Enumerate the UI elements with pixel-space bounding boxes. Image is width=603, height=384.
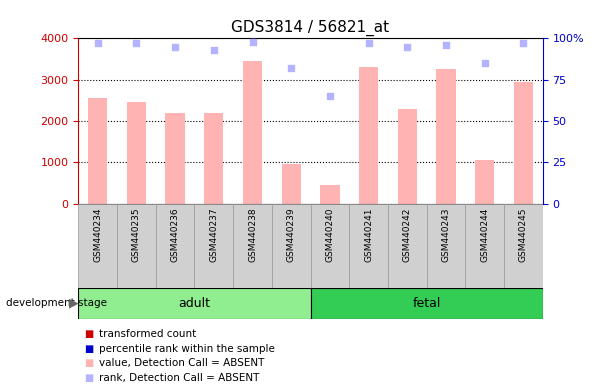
Point xyxy=(402,43,412,50)
Text: ▶: ▶ xyxy=(69,297,79,310)
Text: GSM440242: GSM440242 xyxy=(403,208,412,262)
Point xyxy=(364,40,373,46)
Bar xyxy=(475,160,494,204)
Bar xyxy=(388,204,427,288)
Text: ■: ■ xyxy=(84,344,93,354)
Text: GSM440237: GSM440237 xyxy=(209,208,218,262)
Bar xyxy=(311,204,349,288)
Text: ■: ■ xyxy=(84,329,93,339)
Bar xyxy=(349,204,388,288)
Point xyxy=(131,40,141,46)
Bar xyxy=(78,288,311,319)
Text: GSM440239: GSM440239 xyxy=(286,208,295,262)
Text: GSM440241: GSM440241 xyxy=(364,208,373,262)
Bar xyxy=(437,70,456,204)
Bar xyxy=(127,103,146,204)
Text: ■: ■ xyxy=(84,373,93,383)
Text: adult: adult xyxy=(178,297,210,310)
Point xyxy=(480,60,490,66)
Bar xyxy=(156,204,194,288)
Text: development stage: development stage xyxy=(6,298,107,308)
Bar xyxy=(466,204,504,288)
Bar xyxy=(78,204,117,288)
Bar xyxy=(194,204,233,288)
Point xyxy=(209,47,219,53)
Text: GSM440243: GSM440243 xyxy=(441,208,450,262)
Text: GSM440234: GSM440234 xyxy=(93,208,103,262)
Point xyxy=(519,40,528,46)
Text: GSM440238: GSM440238 xyxy=(248,208,257,262)
Bar xyxy=(359,67,378,204)
Bar xyxy=(397,109,417,204)
Bar xyxy=(504,204,543,288)
Bar xyxy=(243,61,262,204)
Point xyxy=(286,65,296,71)
Text: GSM440245: GSM440245 xyxy=(519,208,528,262)
Text: rank, Detection Call = ABSENT: rank, Detection Call = ABSENT xyxy=(99,373,260,383)
Text: fetal: fetal xyxy=(412,297,441,310)
Point xyxy=(441,42,451,48)
Bar xyxy=(320,185,339,204)
Bar xyxy=(311,288,543,319)
Text: value, Detection Call = ABSENT: value, Detection Call = ABSENT xyxy=(99,358,265,368)
Text: GSM440244: GSM440244 xyxy=(480,208,489,262)
Text: transformed count: transformed count xyxy=(99,329,197,339)
Bar xyxy=(165,113,185,204)
Bar xyxy=(282,164,301,204)
Bar xyxy=(204,113,224,204)
Text: GSM440235: GSM440235 xyxy=(132,208,141,262)
Text: GSM440240: GSM440240 xyxy=(326,208,335,262)
Text: percentile rank within the sample: percentile rank within the sample xyxy=(99,344,276,354)
Point xyxy=(325,93,335,99)
Bar xyxy=(427,204,466,288)
Bar xyxy=(117,204,156,288)
Bar xyxy=(272,204,311,288)
Text: GSM440236: GSM440236 xyxy=(171,208,180,262)
Text: ■: ■ xyxy=(84,358,93,368)
Point xyxy=(93,40,103,46)
Bar xyxy=(233,204,272,288)
Bar xyxy=(88,98,107,204)
Title: GDS3814 / 56821_at: GDS3814 / 56821_at xyxy=(232,20,390,36)
Point xyxy=(248,39,257,45)
Bar xyxy=(514,82,533,204)
Point xyxy=(170,43,180,50)
